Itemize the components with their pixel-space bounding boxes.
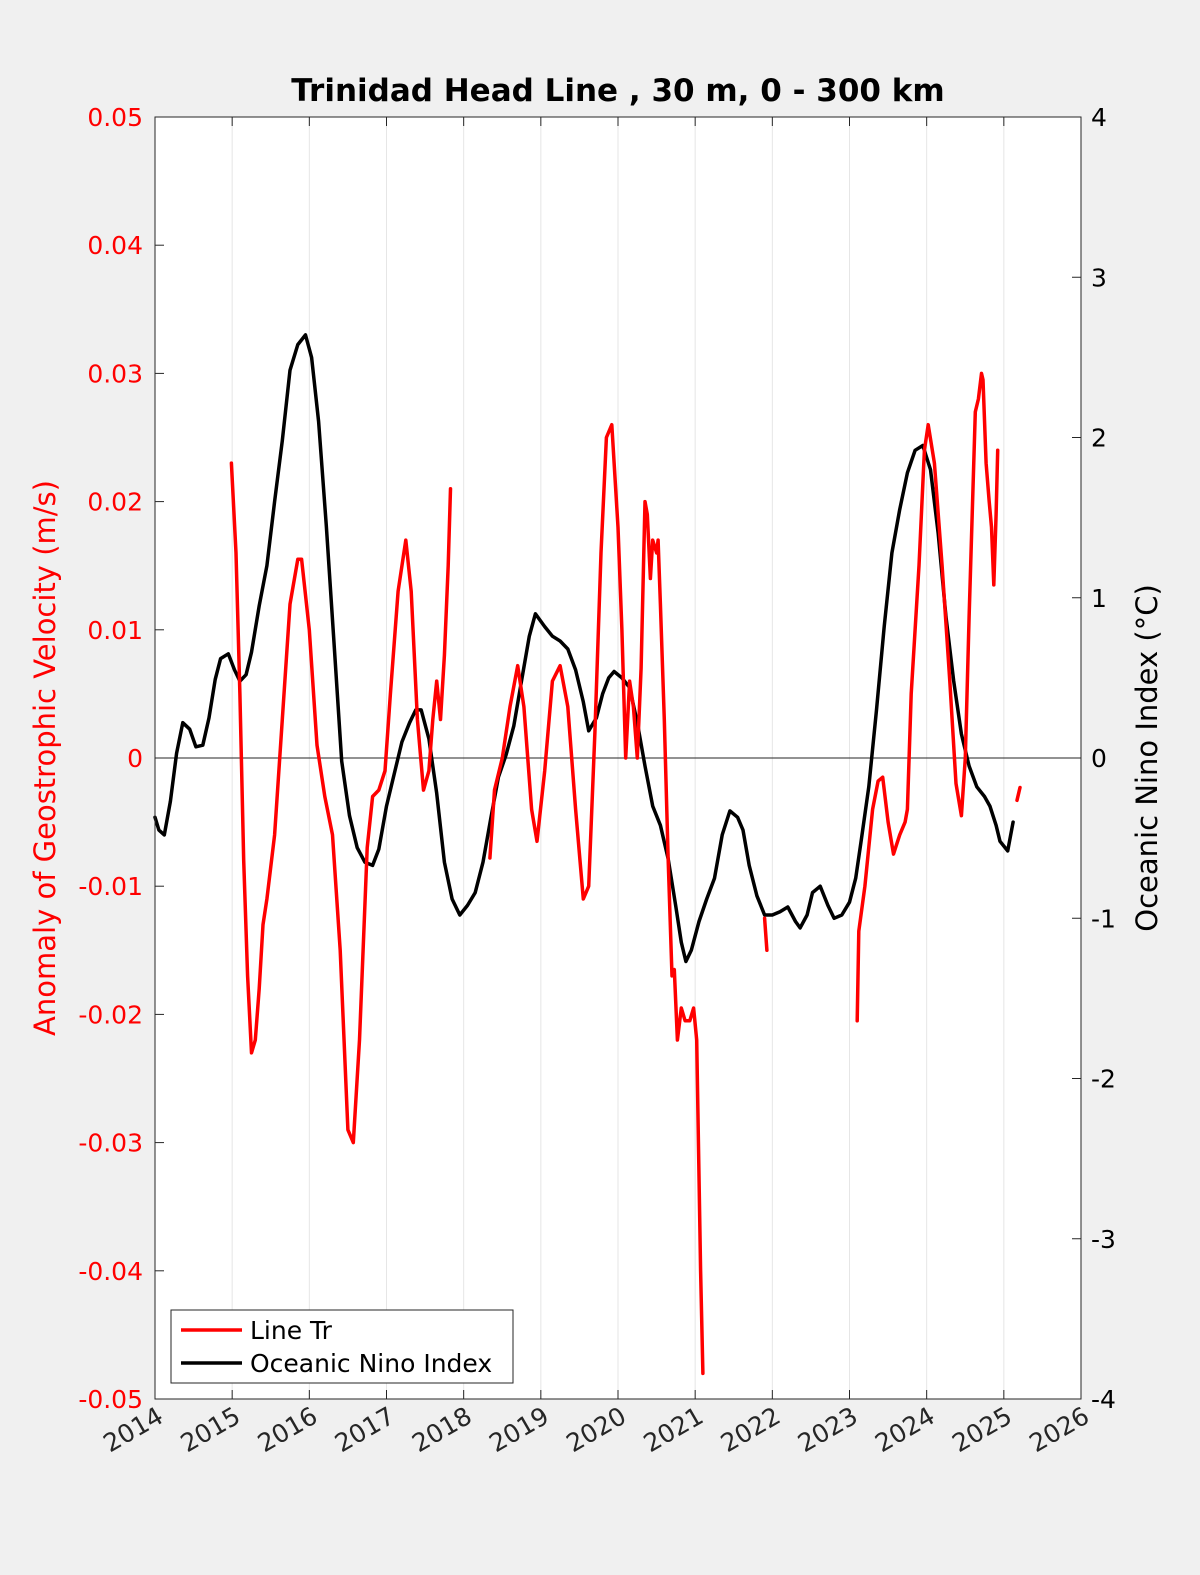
right-tick-label: -4 — [1091, 1385, 1116, 1414]
chart-title: Trinidad Head Line , 30 m, 0 - 300 km — [291, 73, 944, 109]
legend: Line Tr Oceanic Nino Index — [170, 1309, 514, 1384]
x-tick-label: 2016 — [253, 1401, 323, 1458]
x-tick-label: 2015 — [176, 1401, 246, 1458]
left-axis-label: Anomaly of Geostrophic Velocity (m/s) — [28, 480, 62, 1036]
series-layer — [153, 333, 1022, 1376]
legend-oni-label: Oceanic Nino Index — [250, 1349, 492, 1378]
right-tick-label: 2 — [1091, 424, 1107, 453]
right-tick-label: 1 — [1091, 584, 1107, 613]
x-tick-label: 2019 — [484, 1401, 554, 1458]
left-tick-label: -0.03 — [78, 1129, 143, 1158]
left-tick-label: -0.05 — [78, 1385, 143, 1414]
x-tick-label: 2021 — [639, 1401, 709, 1458]
left-tick-label: 0.04 — [87, 231, 143, 260]
legend-line-tr-label: Line Tr — [250, 1316, 333, 1345]
series-line-tr-segment-0 — [229, 461, 453, 1145]
right-tick-label: -2 — [1091, 1065, 1116, 1094]
left-tick-label: 0.05 — [87, 103, 143, 132]
left-tick-label: -0.04 — [78, 1257, 143, 1286]
x-tick-label: 2022 — [716, 1401, 786, 1458]
right-tick-label: -1 — [1091, 904, 1116, 933]
left-tick-label: 0 — [127, 744, 143, 773]
x-tick-label: 2018 — [407, 1401, 477, 1458]
right-axis-label: Oceanic Nino Index (°C) — [1130, 584, 1164, 932]
series-line-tr-segment-4 — [1015, 785, 1022, 803]
x-tick-label: 2024 — [870, 1401, 940, 1458]
right-tick-label: 3 — [1091, 263, 1107, 292]
series-oceanic-nino-index-segment-0 — [153, 333, 1015, 964]
right-tick-label: 0 — [1091, 744, 1107, 773]
series-line-tr-segment-1 — [488, 422, 705, 1376]
left-tick-label: -0.01 — [78, 872, 143, 901]
right-tick-label: 4 — [1091, 103, 1107, 132]
left-tick-label: 0.02 — [87, 488, 143, 517]
x-tick-label: 2020 — [561, 1401, 631, 1458]
x-tick-label: 2017 — [330, 1401, 400, 1458]
left-tick-label: 0.03 — [87, 359, 143, 388]
right-y-axis: 4 3 2 1 0 -1 -2 -3 -4 — [1072, 103, 1116, 1414]
series-line-tr-segment-3 — [855, 371, 1000, 1023]
left-tick-label: -0.02 — [78, 1000, 143, 1029]
x-tick-label: 2023 — [793, 1401, 863, 1458]
legend-box — [170, 1309, 514, 1384]
left-y-axis: 0.05 0.04 0.03 0.02 0.01 0 -0.01 -0.02 -0.03 -0.0… — [78, 103, 164, 1414]
x-tick-label: 2026 — [1024, 1401, 1094, 1458]
x-tick-label: 2025 — [947, 1401, 1017, 1458]
left-tick-label: 0.01 — [87, 616, 143, 645]
series-line-tr-segment-2 — [762, 916, 769, 953]
right-tick-label: -3 — [1091, 1225, 1116, 1254]
